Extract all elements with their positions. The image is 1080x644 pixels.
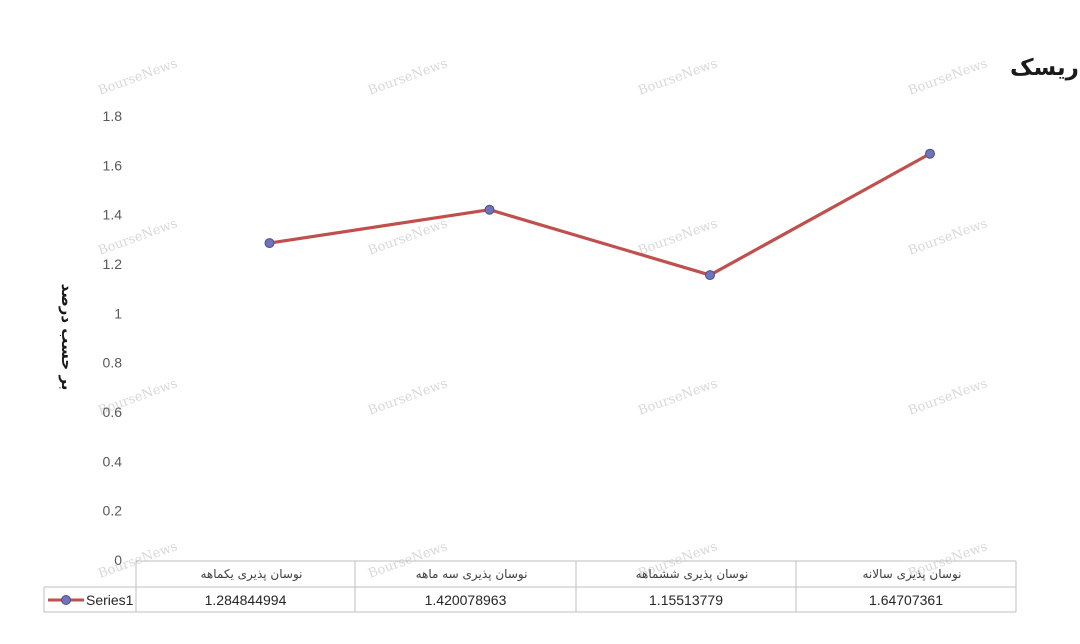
y-tick-label: 0.6 — [103, 404, 123, 420]
legend-series-name: Series1 — [86, 592, 134, 608]
y-tick-label: 0.8 — [103, 355, 123, 371]
watermark-text: BourseNews — [906, 56, 989, 99]
legend-marker-swatch — [61, 595, 71, 605]
watermark-text: BourseNews — [366, 56, 449, 99]
x-category-label: نوسان پذیری ششماهه — [636, 567, 749, 582]
data-table-value: 1.64707361 — [869, 592, 943, 608]
y-tick-label: 0.4 — [103, 453, 123, 469]
watermark-text: BourseNews — [636, 56, 719, 99]
watermark-layer: BourseNews BourseNews BourseNews BourseNews… — [96, 56, 989, 582]
watermark-text: BourseNews — [96, 539, 179, 582]
data-table-value: 1.284844994 — [205, 592, 287, 608]
series-line-series1 — [267, 152, 932, 277]
data-table-value: 1.15513779 — [649, 592, 723, 608]
data-table: نوسان پذیری یکماهه نوسان پذیری سه ماهه نوس… — [43, 560, 1017, 613]
y-axis-label: بر حسب درصد — [58, 284, 76, 391]
watermark-text: BourseNews — [906, 376, 989, 419]
y-tick-label: 1.8 — [103, 108, 123, 124]
data-point-marker — [484, 204, 495, 215]
plot-area — [264, 148, 935, 281]
x-category-label: نوسان پذیری سه ماهه — [416, 567, 528, 582]
data-point-marker — [264, 238, 275, 249]
watermark-text: BourseNews — [96, 56, 179, 99]
y-tick-label: 0 — [114, 552, 122, 568]
watermark-text: BourseNews — [366, 376, 449, 419]
data-table-value: 1.420078963 — [425, 592, 507, 608]
y-tick-label: 1.2 — [103, 256, 123, 272]
watermark-text: BourseNews — [906, 216, 989, 259]
y-tick-label: 0.2 — [103, 503, 123, 519]
data-point-marker — [925, 148, 935, 159]
chart-title: نوسان پذیری میانگین نرخ بهره بدون ریسک — [1010, 54, 1080, 81]
y-tick-label: 1.6 — [103, 157, 123, 173]
y-axis-ticks: 0 0.2 0.4 0.6 0.8 1 1.2 1.4 1.6 1.8 — [103, 108, 123, 568]
y-tick-label: 1 — [114, 305, 122, 321]
watermark-text: BourseNews — [636, 216, 719, 259]
data-point-marker — [705, 270, 715, 281]
watermark-text: BourseNews — [636, 376, 719, 419]
x-category-label: نوسان پذیری یکماهه — [200, 567, 302, 582]
x-category-label: نوسان پذیری سالانه — [862, 567, 961, 582]
y-tick-label: 1.4 — [103, 207, 123, 223]
